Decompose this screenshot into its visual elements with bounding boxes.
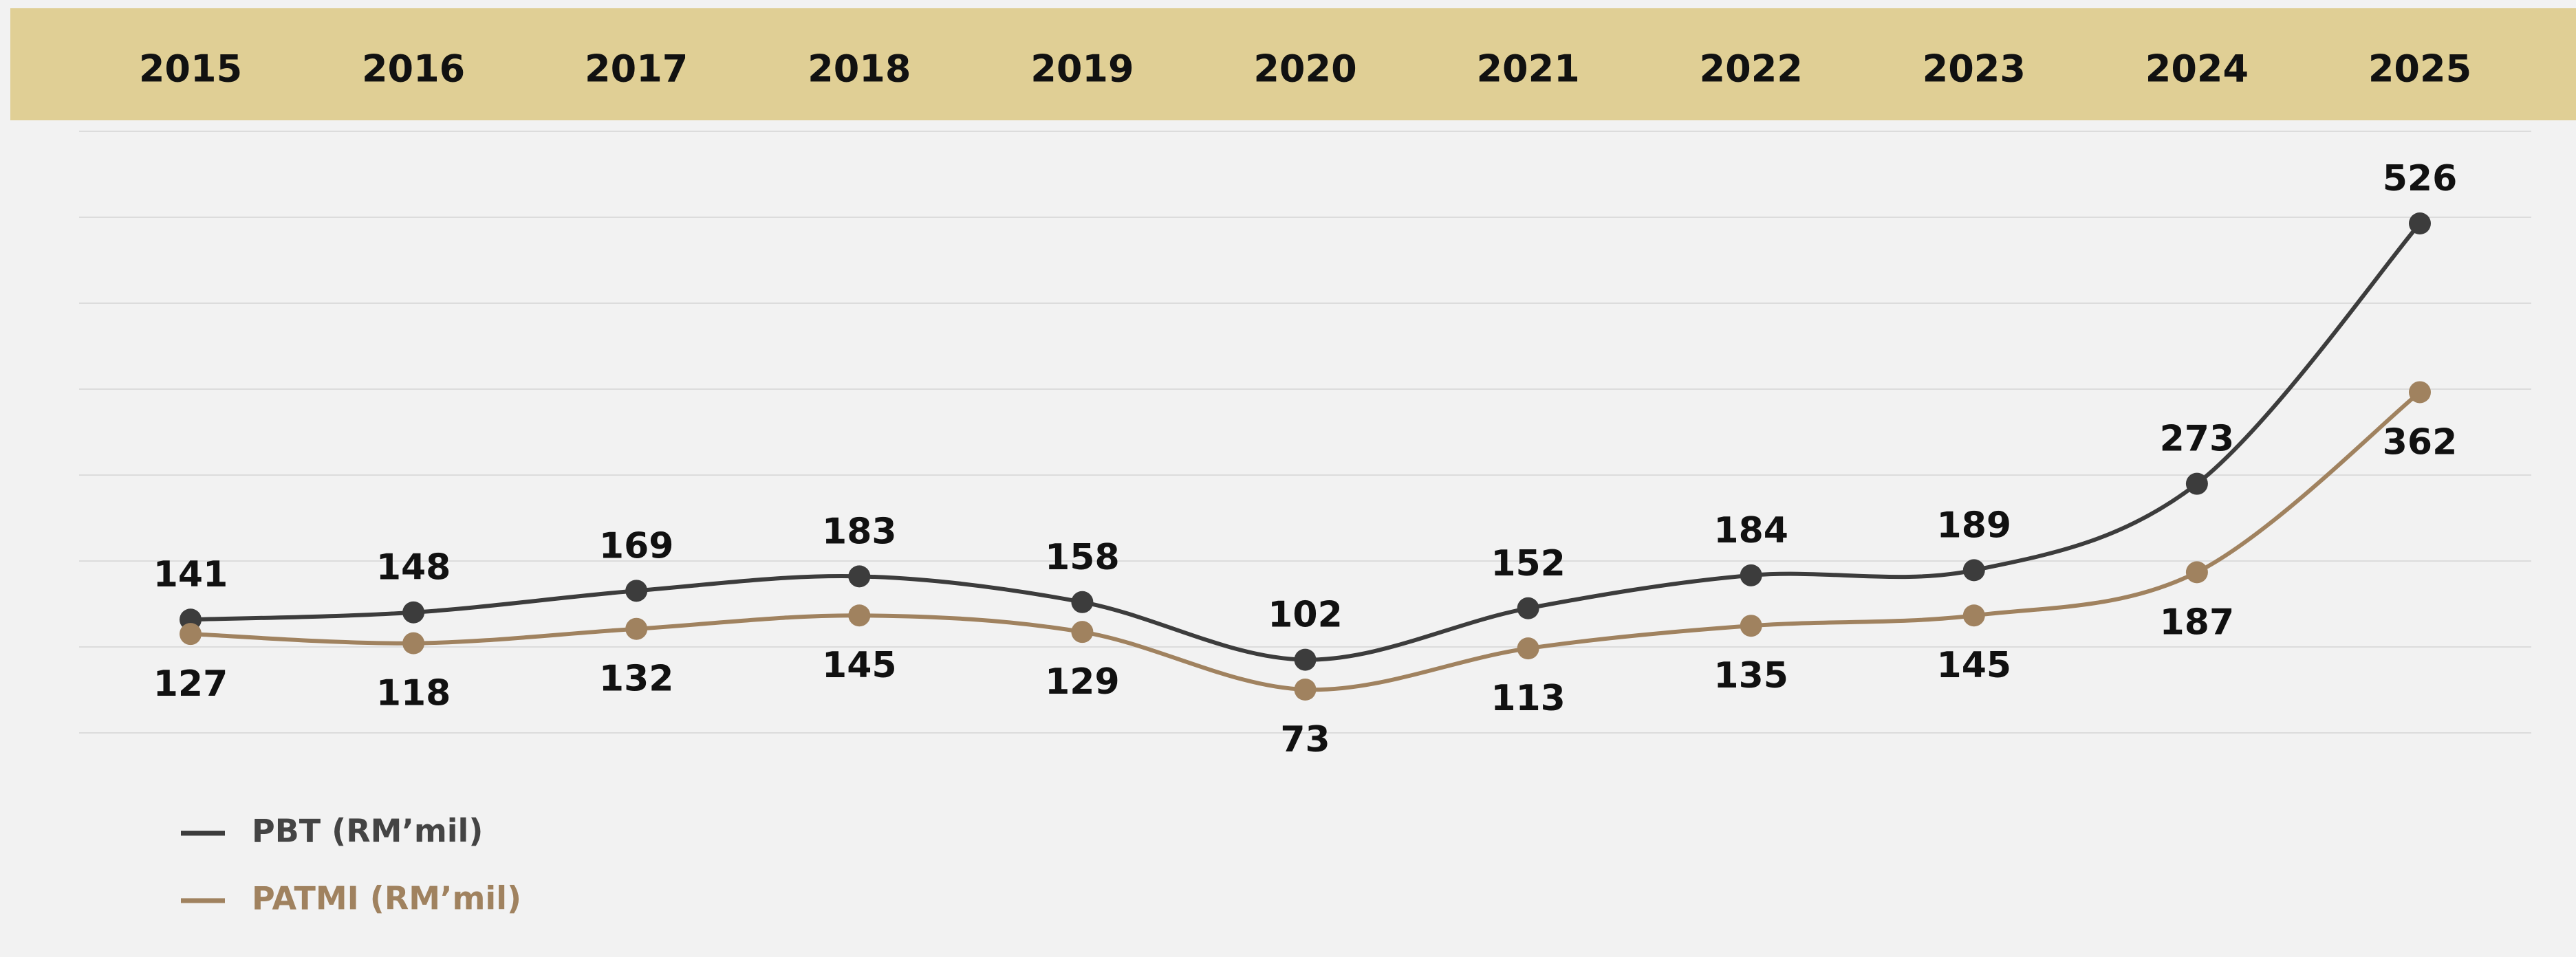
data-label: 183	[822, 511, 897, 552]
data-label: 187	[2160, 602, 2235, 643]
data-point	[1740, 615, 1762, 637]
legend-label: PBT (RM’mil)	[252, 813, 483, 850]
data-point	[625, 617, 648, 640]
data-label: 152	[1491, 543, 1566, 584]
x-tick-label: 2022	[1700, 47, 1803, 91]
x-tick-label: 2024	[2145, 47, 2249, 91]
x-tick-label: 2020	[1253, 47, 1356, 91]
x-tick-label: 2023	[1923, 47, 2026, 91]
data-point	[1517, 597, 1539, 619]
x-tick-label: 2025	[2368, 47, 2471, 91]
data-point	[625, 580, 648, 602]
data-point	[1962, 604, 1985, 627]
data-point	[180, 623, 202, 646]
data-label: 129	[1045, 661, 1120, 703]
data-point	[1962, 559, 1985, 582]
data-label: 189	[1937, 505, 2012, 546]
data-label: 362	[2383, 421, 2458, 463]
data-label: 145	[822, 645, 897, 686]
data-label: 158	[1045, 537, 1120, 578]
x-tick-label: 2016	[362, 47, 465, 91]
data-label: 132	[599, 659, 674, 700]
data-point	[1294, 648, 1317, 671]
data-point	[1517, 637, 1539, 660]
data-point	[1071, 621, 1094, 644]
data-label: 273	[2160, 419, 2235, 460]
data-point	[402, 632, 425, 654]
series-line	[190, 222, 2422, 662]
data-label: 73	[1280, 719, 1330, 760]
x-tick-label: 2015	[139, 47, 242, 91]
data-label: 135	[1713, 655, 1788, 696]
data-point	[1740, 564, 1762, 586]
data-point	[2409, 212, 2431, 234]
data-label: 526	[2383, 158, 2458, 199]
data-point	[848, 565, 871, 588]
data-point	[402, 601, 425, 624]
legend-label: PATMI (RM’mil)	[252, 880, 521, 917]
data-point	[1071, 591, 1094, 613]
data-label: 148	[376, 547, 451, 588]
header-band	[10, 8, 2576, 120]
data-label: 184	[1713, 510, 1788, 551]
data-point	[848, 604, 871, 627]
x-tick-label: 2021	[1476, 47, 1579, 91]
data-point	[2185, 472, 2208, 495]
data-label: 118	[376, 673, 451, 714]
data-label: 145	[1937, 645, 2012, 686]
data-point	[2409, 381, 2431, 404]
data-point	[1294, 679, 1317, 701]
data-label: 169	[599, 525, 674, 566]
x-tick-label: 2019	[1030, 47, 1134, 91]
data-label: 102	[1268, 595, 1343, 636]
x-tick-label: 2018	[808, 47, 911, 91]
data-point	[2185, 561, 2208, 584]
data-label: 127	[153, 663, 228, 705]
data-label: 141	[153, 554, 228, 595]
x-tick-label: 2017	[585, 47, 688, 91]
data-label: 113	[1491, 678, 1566, 719]
